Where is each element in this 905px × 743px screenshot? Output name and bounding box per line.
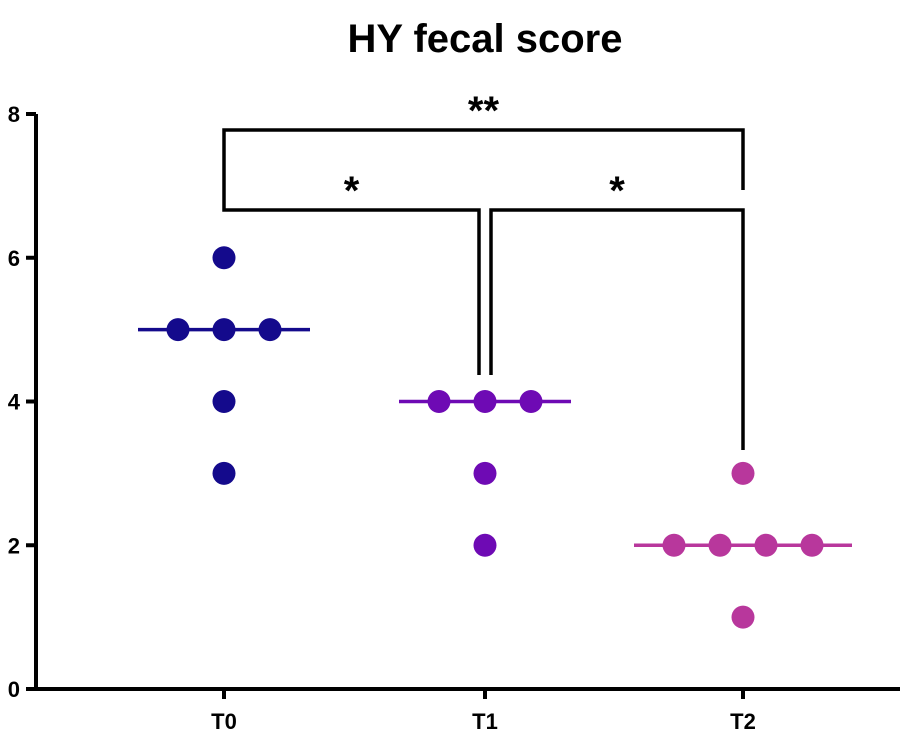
y-tick-label: 4 (8, 390, 21, 415)
chart-title: HY fecal score (348, 17, 623, 61)
data-point (166, 318, 190, 342)
significance-label: * (609, 169, 625, 213)
data-point (473, 390, 497, 413)
x-tick-label: T2 (730, 709, 756, 734)
y-tick-label: 2 (8, 533, 20, 558)
data-point (212, 246, 236, 270)
y-tick-label: 8 (8, 102, 20, 127)
data-point (754, 533, 778, 557)
x-tick-label: T1 (472, 709, 498, 734)
data-point (662, 533, 686, 557)
significance-bracket (489, 208, 745, 450)
significance-label: ** (468, 89, 500, 133)
axes: 0 2 4 6 8 T0 T1 T2 (8, 102, 900, 734)
data-point (519, 390, 543, 413)
significance-bracket (222, 128, 745, 190)
x-tick-label: T0 (211, 709, 237, 734)
data-point (473, 461, 497, 485)
data-point (473, 533, 497, 557)
y-tick-label: 6 (8, 246, 20, 271)
data-point (212, 461, 236, 485)
data-point (427, 390, 451, 413)
significance-layer: * *** (222, 89, 745, 450)
data-point (800, 533, 824, 557)
data-layer (138, 246, 852, 629)
data-point (731, 461, 755, 485)
significance-label: * (344, 169, 360, 213)
significance-bracket (222, 190, 481, 375)
data-point (731, 605, 755, 629)
y-tick-label: 0 (8, 677, 20, 702)
data-point (212, 318, 236, 342)
data-point (258, 318, 282, 342)
data-point (212, 390, 236, 413)
data-point (708, 533, 732, 557)
